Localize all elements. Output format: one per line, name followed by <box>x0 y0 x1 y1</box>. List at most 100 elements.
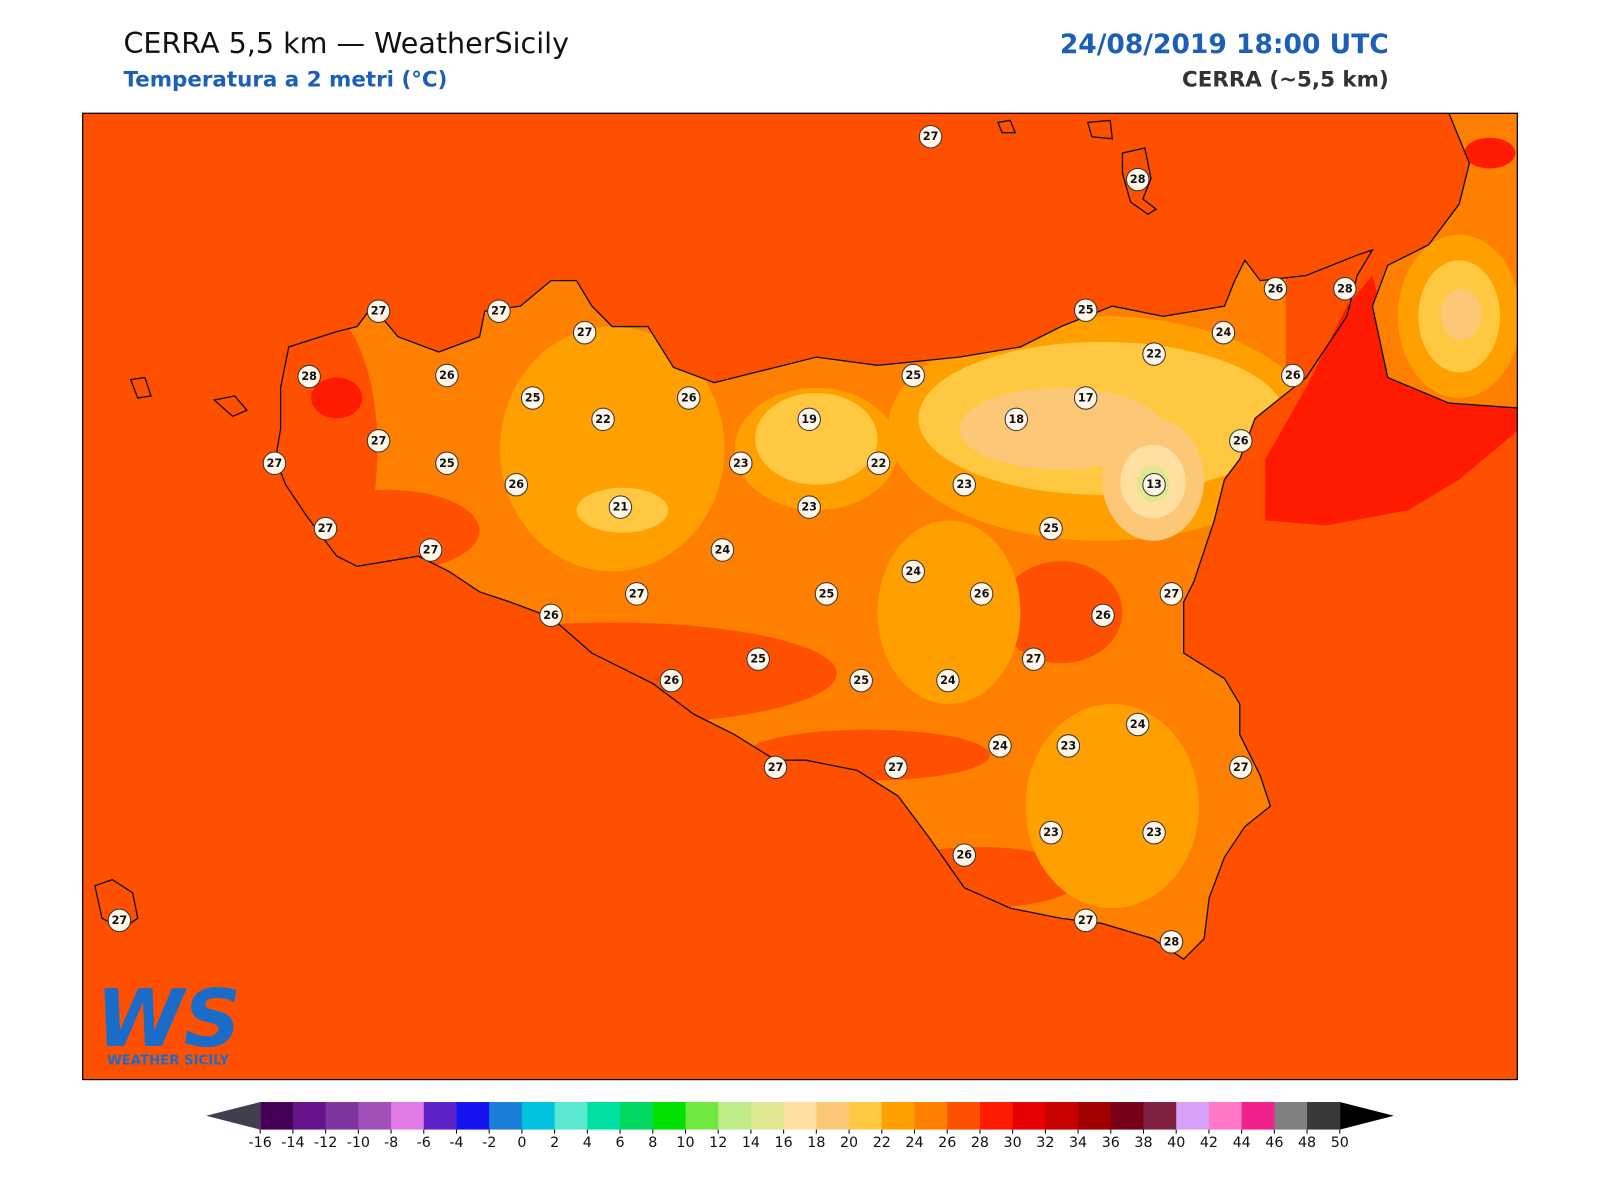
station: 24 <box>901 559 925 584</box>
colorbar-label: 44 <box>1233 1135 1251 1151</box>
colorbar-swatch <box>1241 1102 1275 1130</box>
station-value: 22 <box>1146 348 1162 361</box>
station-value: 23 <box>1043 826 1059 839</box>
station-marker <box>969 582 994 606</box>
station-marker <box>487 299 511 323</box>
colorbar-swatch <box>1307 1102 1341 1130</box>
station: 27 <box>1021 647 1046 671</box>
station-marker <box>539 603 563 628</box>
station: 27 <box>572 320 597 345</box>
station-marker <box>746 647 770 671</box>
station-marker <box>1229 755 1253 780</box>
colorbar-swatch <box>521 1102 556 1130</box>
colorbar-swatch <box>260 1102 294 1130</box>
station: 24 <box>710 538 735 562</box>
station-value: 17 <box>1078 391 1094 404</box>
station: 23 <box>797 495 821 519</box>
station-value: 27 <box>1164 587 1180 600</box>
station-value: 26 <box>974 587 990 600</box>
map-frame <box>82 112 1518 1081</box>
station-marker <box>1073 298 1098 322</box>
colorbar-label: 26 <box>938 1135 956 1151</box>
station-value: 26 <box>956 849 972 862</box>
station-value: 27 <box>423 543 439 556</box>
station-marker <box>1263 277 1288 301</box>
station-marker <box>624 582 649 606</box>
station-marker <box>1021 647 1046 671</box>
station: 26 <box>504 472 529 497</box>
station-marker <box>988 734 1012 758</box>
colorbar-label: 28 <box>971 1135 989 1151</box>
station-marker <box>1126 712 1150 737</box>
station-marker <box>107 908 132 933</box>
station-marker <box>1333 277 1357 301</box>
station: 24 <box>936 668 960 693</box>
station-marker <box>297 364 321 389</box>
model: CERRA (~5,5 km) <box>1182 68 1389 93</box>
station-value: 26 <box>1095 609 1111 622</box>
station-value: 27 <box>318 522 334 535</box>
colorbar-label: 48 <box>1298 1135 1316 1151</box>
colorbar-swatch <box>620 1102 654 1130</box>
colorbar-swatch <box>1176 1102 1210 1130</box>
station-marker <box>504 472 529 497</box>
map <box>82 113 1518 1080</box>
colorbar-swatch <box>750 1102 785 1130</box>
station: 25 <box>746 647 770 671</box>
station-marker <box>1229 429 1253 453</box>
station-marker <box>1073 386 1098 410</box>
station-marker <box>262 451 287 475</box>
station-value: 25 <box>819 587 835 600</box>
station: 27 <box>1229 755 1253 780</box>
colorbar-swatch <box>652 1102 687 1130</box>
station-value: 24 <box>992 739 1008 752</box>
station: 27 <box>1159 582 1184 606</box>
station: 28 <box>1126 167 1150 192</box>
station-marker <box>313 516 338 541</box>
station: 27 <box>487 299 511 323</box>
colorbar-swatch <box>587 1102 621 1130</box>
station-marker <box>952 843 977 867</box>
colorbar-swatch <box>947 1102 981 1130</box>
station: 13 <box>1142 472 1166 497</box>
station: 27 <box>763 755 788 780</box>
station-marker <box>1056 734 1081 758</box>
station-value: 24 <box>715 543 731 556</box>
colorbar-label: 16 <box>775 1135 793 1151</box>
station-marker <box>1281 363 1305 388</box>
station-value: 25 <box>905 369 921 382</box>
station: 25 <box>520 386 545 410</box>
title: CERRA 5,5 km — WeatherSicily <box>123 26 569 60</box>
station-value: 26 <box>1285 369 1301 382</box>
station-marker <box>1004 407 1029 432</box>
station-value: 24 <box>1216 326 1232 339</box>
colorbar-swatch <box>456 1102 490 1130</box>
station-value: 19 <box>801 413 817 426</box>
station-value: 26 <box>681 391 697 404</box>
colorbar-label: 50 <box>1331 1135 1349 1151</box>
station-value: 27 <box>371 434 387 447</box>
station-value: 23 <box>733 457 749 470</box>
station: 26 <box>969 582 994 606</box>
colorbar-label: 14 <box>742 1135 760 1151</box>
station-value: 27 <box>923 130 939 143</box>
station-value: 27 <box>112 914 128 927</box>
colorbar-label: 46 <box>1265 1135 1283 1151</box>
station-marker <box>366 429 391 453</box>
colorbar-swatch <box>554 1102 588 1130</box>
station-value: 25 <box>750 653 766 666</box>
colorbar-swatch <box>718 1102 752 1130</box>
station-value: 27 <box>629 587 645 600</box>
colorbar-swatch <box>489 1102 523 1130</box>
station-marker <box>797 407 821 432</box>
colorbar-label: -6 <box>417 1135 431 1151</box>
colorbar-swatch <box>1143 1102 1177 1130</box>
station-value: 24 <box>905 565 921 578</box>
station-marker <box>901 559 925 584</box>
colorbar-swatch <box>685 1102 719 1130</box>
station-value: 27 <box>1233 761 1249 774</box>
station-marker <box>608 495 633 519</box>
station: 23 <box>1056 734 1081 758</box>
station-value: 28 <box>301 370 317 383</box>
